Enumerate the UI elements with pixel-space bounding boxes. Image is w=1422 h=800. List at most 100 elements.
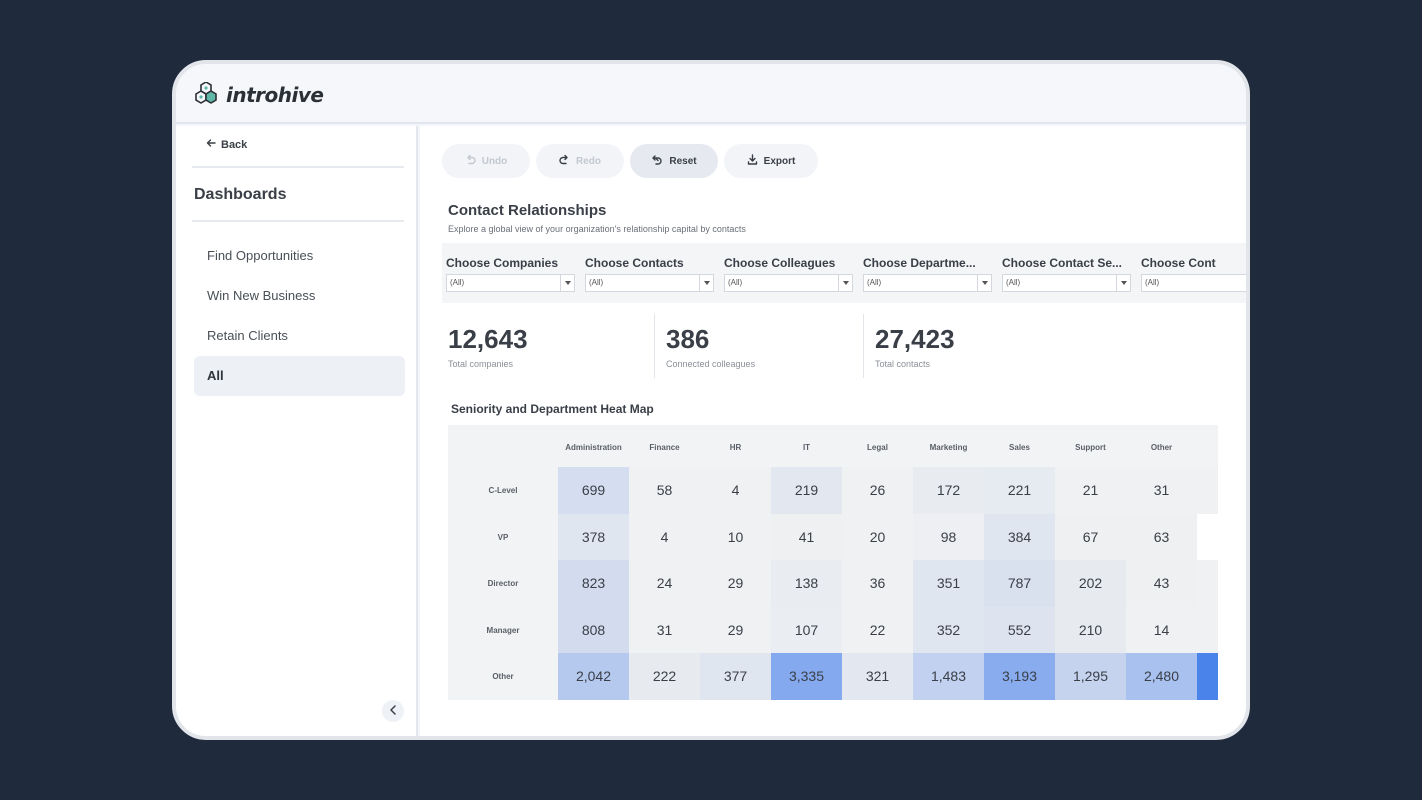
heatmap-cell[interactable]: 1,483 [913, 653, 984, 700]
filter-label: Choose Cont [1141, 256, 1216, 270]
sidebar-item-win-new-business[interactable]: Win New Business [207, 288, 316, 303]
companies-select[interactable]: (All) [446, 274, 575, 292]
brand-logo[interactable]: introhive [194, 82, 324, 108]
select-value: (All) [1006, 278, 1021, 287]
heatmap-column-header: Marketing [929, 443, 968, 452]
undo-button[interactable]: Undo [442, 144, 530, 178]
heatmap-cell[interactable]: 787 [984, 560, 1055, 607]
kpi-value: 386 [666, 324, 710, 354]
heatmap-cell[interactable]: 552 [984, 606, 1055, 653]
heatmap-cell[interactable]: 14 [1126, 606, 1197, 653]
heatmap-cell[interactable]: 219 [771, 467, 842, 514]
heatmap-cell[interactable]: 378 [558, 513, 629, 560]
heatmap-cell[interactable]: 24 [629, 560, 700, 607]
heatmap-cell[interactable]: 31 [1126, 467, 1197, 514]
heatmap-cell[interactable]: 29 [700, 560, 771, 607]
export-button[interactable]: Export [724, 144, 818, 178]
heatmap-cell[interactable]: 823 [558, 560, 629, 607]
heatmap-cell[interactable] [1197, 653, 1218, 700]
heatmap-cell[interactable]: 22 [842, 606, 913, 653]
collapse-sidebar-button[interactable] [382, 700, 404, 722]
heatmap-title: Seniority and Department Heat Map [451, 402, 654, 416]
divider [192, 220, 404, 222]
reset-button[interactable]: Reset [630, 144, 718, 178]
select-value: (All) [589, 278, 604, 287]
divider [192, 166, 404, 168]
heatmap-cell[interactable]: 2,042 [558, 653, 629, 700]
kpi-total-companies: 12,643 Total companies [448, 324, 528, 388]
departments-select[interactable]: (All) [863, 274, 992, 292]
back-button[interactable]: Back [206, 138, 247, 151]
redo-icon [559, 154, 570, 168]
kpi-divider [654, 314, 655, 378]
colleagues-select[interactable]: (All) [724, 274, 853, 292]
heatmap-cell[interactable]: 384 [984, 513, 1055, 560]
redo-button[interactable]: Redo [536, 144, 624, 178]
heatmap-cell[interactable]: 20 [842, 513, 913, 560]
contacts-select[interactable]: (All) [585, 274, 714, 292]
sidebar-item-retain-clients[interactable]: Retain Clients [207, 328, 288, 343]
kpi-label: Total contacts [875, 359, 931, 369]
heatmap-cell[interactable]: 58 [629, 467, 700, 514]
kpi-total-contacts: 27,423 Total contacts [875, 324, 955, 388]
heatmap-cell[interactable]: 43 [1126, 560, 1197, 607]
heatmap-cell[interactable]: 172 [913, 467, 984, 514]
heatmap-cell[interactable]: 29 [700, 606, 771, 653]
filter-label: Choose Colleagues [724, 256, 836, 270]
filter-bar: Choose Companies (All) Choose Contacts (… [442, 243, 1246, 303]
heatmap-row-header: VP [497, 532, 509, 542]
heatmap-cell[interactable]: 10 [700, 513, 771, 560]
heatmap-cell[interactable]: 138 [771, 560, 842, 607]
heatmap-cell[interactable]: 221 [984, 467, 1055, 514]
select-value: (All) [1145, 278, 1160, 287]
heatmap-cell[interactable]: 98 [913, 513, 984, 560]
heatmap-column-header: No [1197, 443, 1218, 452]
heatmap-column-header: Support [1075, 443, 1106, 452]
heatmap-cell[interactable]: 699 [558, 467, 629, 514]
heatmap-cell[interactable]: 321 [842, 653, 913, 700]
heatmap-cell[interactable] [1197, 560, 1218, 607]
heatmap-cell[interactable]: 808 [558, 606, 629, 653]
heatmap-cell[interactable]: 26 [842, 467, 913, 514]
kpi-value: 12,643 [448, 324, 528, 354]
heatmap-cell[interactable]: 377 [700, 653, 771, 700]
main-content: Undo Redo Reset Export Contact [420, 126, 1246, 736]
dashboard-subtitle: Explore a global view of your organizati… [448, 224, 746, 234]
heatmap-cell[interactable]: 210 [1055, 606, 1126, 653]
heatmap-cell[interactable]: 4 [700, 467, 771, 514]
heatmap-cell[interactable]: 107 [771, 606, 842, 653]
heatmap-cell[interactable] [1197, 513, 1218, 560]
heatmap-cell[interactable]: 3,335 [771, 653, 842, 700]
heatmap-cell[interactable]: 3,193 [984, 653, 1055, 700]
kpi-label: Total companies [448, 359, 514, 369]
dropdown-arrow-icon [560, 275, 574, 291]
heatmap-cell[interactable] [1197, 606, 1218, 653]
heatmap-cell[interactable]: 4 [629, 513, 700, 560]
select-value: (All) [867, 278, 882, 287]
heatmap-row-header: C-Level [488, 486, 518, 495]
contact-other-select[interactable]: (All) [1141, 274, 1246, 292]
contact-seniority-select[interactable]: (All) [1002, 274, 1131, 292]
heatmap-cell[interactable]: 36 [842, 560, 913, 607]
heatmap-cell[interactable]: 2,480 [1126, 653, 1197, 700]
heatmap-cell[interactable]: 41 [771, 513, 842, 560]
heatmap-cell[interactable]: 202 [1055, 560, 1126, 607]
select-value: (All) [450, 278, 465, 287]
heatmap-cell[interactable]: 63 [1126, 513, 1197, 560]
heatmap-cell[interactable]: 67 [1055, 513, 1126, 560]
undo-icon [465, 154, 476, 168]
chevron-left-icon [389, 702, 397, 720]
heatmap-cell[interactable]: 222 [629, 653, 700, 700]
heatmap-cell[interactable]: 1,295 [1055, 653, 1126, 700]
back-label: Back [221, 138, 248, 151]
sidebar-item-all[interactable]: All [194, 356, 405, 396]
filter-label: Choose Contact Se... [1002, 256, 1123, 270]
filter-label: Choose Contacts [585, 256, 684, 270]
sidebar-item-find-opportunities[interactable]: Find Opportunities [207, 248, 314, 263]
heatmap-cell[interactable] [1197, 467, 1218, 514]
heatmap-column-header: Legal [867, 443, 888, 452]
heatmap-cell[interactable]: 351 [913, 560, 984, 607]
heatmap-cell[interactable]: 31 [629, 606, 700, 653]
heatmap-cell[interactable]: 352 [913, 606, 984, 653]
heatmap-cell[interactable]: 21 [1055, 467, 1126, 514]
